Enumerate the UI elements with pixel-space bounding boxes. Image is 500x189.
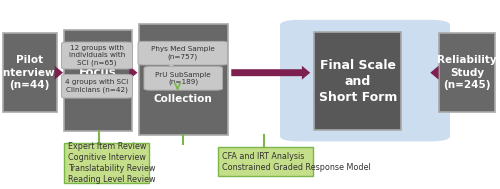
FancyBboxPatch shape [138,41,228,65]
FancyBboxPatch shape [314,32,402,130]
FancyBboxPatch shape [144,67,222,90]
Text: Focus
Groups: Focus Groups [74,66,122,95]
FancyBboxPatch shape [280,20,450,141]
Text: Pilot
Interviews
(n=44): Pilot Interviews (n=44) [0,55,60,90]
FancyBboxPatch shape [64,30,132,131]
FancyBboxPatch shape [62,42,132,69]
Text: Expert Item Review
Cognitive Interview
Translatability Review
Reading Level Revi: Expert Item Review Cognitive Interview T… [68,142,156,184]
FancyBboxPatch shape [64,143,149,183]
Text: Final Scale
and
Short Form: Final Scale and Short Form [318,59,397,104]
FancyBboxPatch shape [62,74,132,98]
FancyBboxPatch shape [138,24,228,136]
FancyBboxPatch shape [2,33,56,112]
FancyBboxPatch shape [218,147,312,177]
FancyBboxPatch shape [439,33,495,112]
Text: PrU SubSample
(n=189): PrU SubSample (n=189) [156,72,211,85]
Text: 12 groups with
individuals with
SCI (n=65): 12 groups with individuals with SCI (n=6… [69,45,125,66]
Text: Large Scale
"Calibration"
Data
Collection: Large Scale "Calibration" Data Collectio… [145,56,221,104]
Text: Phys Med Sample
(n=757): Phys Med Sample (n=757) [151,46,214,60]
Text: 4 groups with SCI
Clinicians (n=42): 4 groups with SCI Clinicians (n=42) [66,80,128,93]
Text: Reliability
Study
(n=245): Reliability Study (n=245) [437,55,497,90]
Text: CFA and IRT Analysis
Constrained Graded Response Model: CFA and IRT Analysis Constrained Graded … [222,152,370,172]
